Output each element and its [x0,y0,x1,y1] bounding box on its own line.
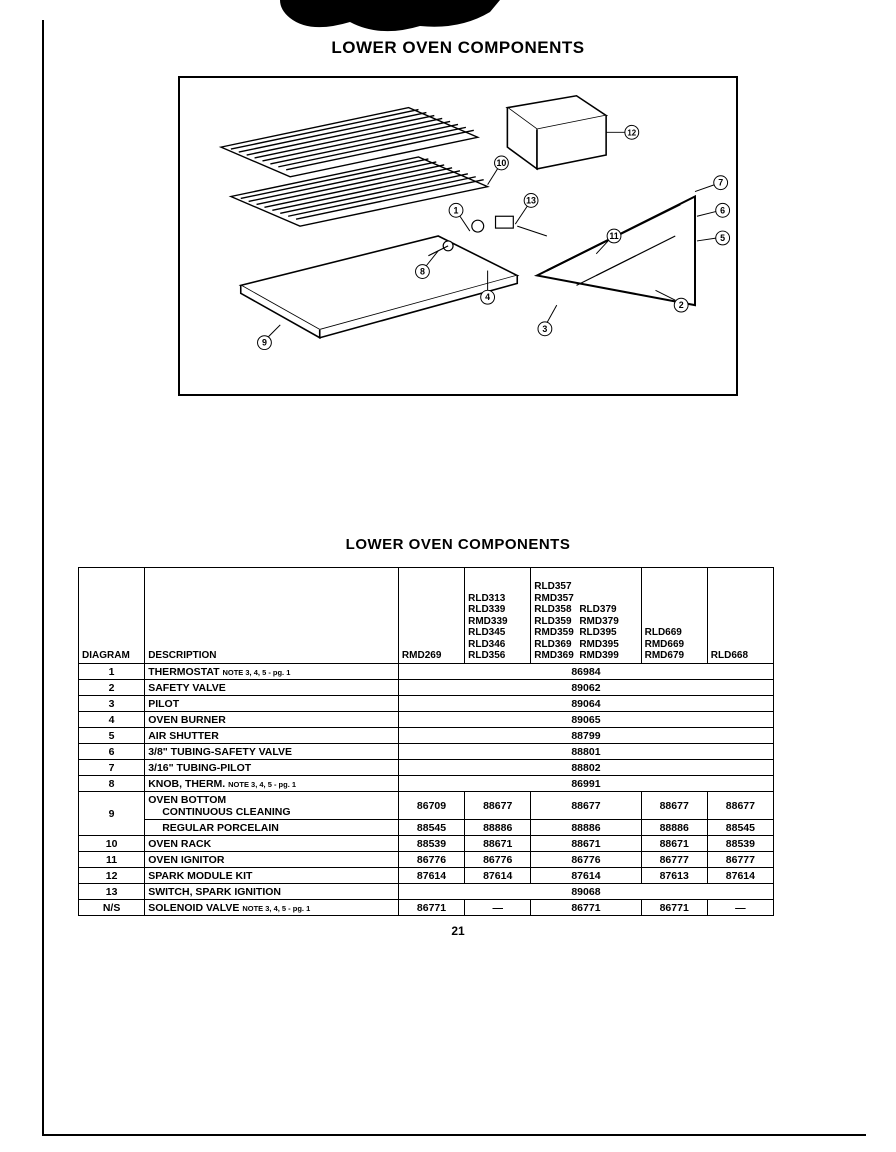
svg-text:2: 2 [679,300,684,310]
header-row: DIAGRAM DESCRIPTION RMD269 RLD313 RLD339… [79,568,838,664]
svg-text:11: 11 [609,231,618,241]
table-row: 12 SPARK MODULE KIT 87614 87614 87614 87… [79,868,838,884]
svg-text:3: 3 [542,324,547,334]
table-row: 4 OVEN BURNER 89065 [79,712,838,728]
hdr-col4: RLD313 RLD339 RMD339 RLD345 RLD346 RLD35… [465,568,531,664]
svg-text:12: 12 [627,128,636,137]
exploded-diagram-frame: 12 7 6 5 2 3 4 1 8 10 9 13 11 [178,76,738,396]
table-row: 11 OVEN IGNITOR 86776 86776 86776 86777 … [79,852,838,868]
table-row: 7 3/16" TUBING-PILOT 88802 [79,760,838,776]
hdr-diagram: DIAGRAM [79,568,145,664]
hdr-col7: RLD668 [707,568,773,664]
svg-text:7: 7 [718,178,723,188]
svg-text:9: 9 [262,338,267,348]
svg-text:5: 5 [720,233,725,243]
scan-artifact-blot [280,0,500,40]
hdr-col6: RLD669 RMD669 RMD679 [641,568,707,664]
svg-text:10: 10 [497,158,507,168]
hdr-col3: RMD269 [398,568,464,664]
svg-text:8: 8 [420,267,425,277]
page-title-top: LOWER OVEN COMPONENTS [70,38,846,58]
svg-text:4: 4 [485,292,490,302]
table-row: N/S SOLENOID VALVE NOTE 3, 4, 5 - pg. 1 … [79,900,838,916]
table-row: 6 3/8" TUBING-SAFETY VALVE 88801 [79,744,838,760]
table-row: 10 OVEN RACK 88539 88671 88671 88671 885… [79,836,838,852]
table-row: 8 KNOB, THERM. NOTE 3, 4, 5 - pg. 1 8699… [79,776,838,792]
table-body: 1 THERMOSTAT NOTE 3, 4, 5 - pg. 1 86984 … [79,664,838,916]
table-row: 2 SAFETY VALVE 89062 [79,680,838,696]
parts-table: DIAGRAM DESCRIPTION RMD269 RLD313 RLD339… [78,567,838,916]
table-row: REGULAR PORCELAIN 88545 88886 88886 8888… [79,820,838,836]
table-row: 13 SWITCH, SPARK IGNITION 89068 [79,884,838,900]
table-row: 9 OVEN BOTTOMCONTINUOUS CLEANING 86709 8… [79,792,838,820]
table-row: 5 AIR SHUTTER 88799 [79,728,838,744]
table-row: 1 THERMOSTAT NOTE 3, 4, 5 - pg. 1 86984 [79,664,838,680]
svg-text:13: 13 [526,195,536,205]
page-number: 21 [70,924,846,938]
hdr-description: DESCRIPTION [145,568,399,664]
svg-text:1: 1 [454,205,459,215]
exploded-diagram: 12 7 6 5 2 3 4 1 8 10 9 13 11 [180,78,736,394]
svg-text:6: 6 [720,205,725,215]
table-title: LOWER OVEN COMPONENTS [70,536,846,553]
hdr-col5: RLD357 RMD357 RLD358 RLD359 RMD359 RLD36… [531,568,641,664]
table-row: 3 PILOT 89064 [79,696,838,712]
